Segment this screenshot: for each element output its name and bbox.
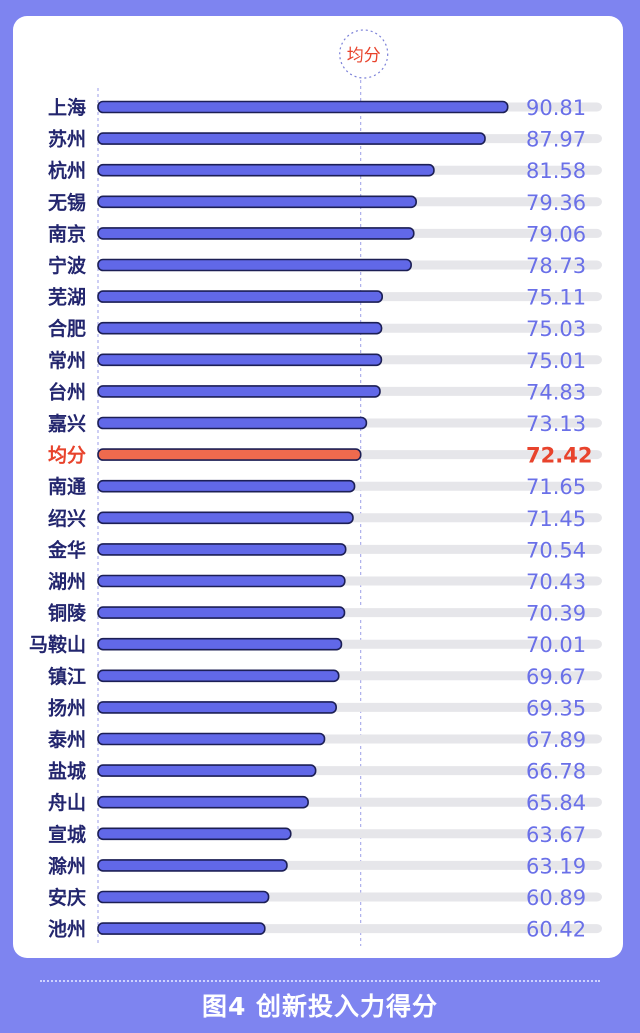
bar [97, 416, 368, 430]
category-label: 宁波 [48, 254, 87, 277]
bar [97, 922, 266, 935]
category-label: 舟山 [48, 791, 86, 814]
category-label: 无锡 [48, 191, 86, 214]
average-marker-label: 均分 [347, 46, 381, 66]
bar [97, 701, 337, 714]
category-label: 合肥 [48, 317, 86, 340]
value-label: 71.65 [526, 475, 586, 499]
value-label: 66.78 [526, 760, 586, 784]
category-label: 马鞍山 [29, 633, 86, 656]
category-label: 铜陵 [48, 602, 87, 625]
category-label: 苏州 [48, 128, 86, 151]
bar [97, 543, 347, 556]
bar [97, 669, 340, 683]
value-label: 90.81 [526, 96, 586, 120]
value-label: 75.11 [526, 286, 586, 310]
value-label: 78.73 [526, 254, 586, 278]
footer-divider [40, 980, 600, 982]
category-label: 宣城 [48, 823, 86, 846]
category-label: 绍兴 [48, 507, 86, 530]
bar [97, 606, 346, 619]
bar [97, 479, 356, 493]
bar [97, 163, 435, 177]
value-label: 60.89 [526, 886, 586, 910]
bar [97, 795, 309, 809]
value-label: 74.83 [526, 380, 586, 404]
category-label: 扬州 [48, 696, 86, 719]
value-label: 75.03 [526, 317, 586, 341]
category-label: 安庆 [48, 886, 86, 909]
category-label: 常州 [48, 349, 86, 372]
value-label: 87.97 [526, 128, 586, 152]
value-label: 75.01 [526, 349, 586, 373]
category-label: 盐城 [48, 760, 86, 783]
value-label: 70.54 [526, 538, 586, 562]
value-label: 79.06 [526, 222, 586, 246]
value-label: 67.89 [526, 728, 586, 752]
bar [97, 574, 346, 588]
average-value-label: 72.42 [526, 444, 592, 468]
category-label: 杭州 [48, 159, 86, 182]
value-label: 60.42 [526, 918, 586, 942]
figure-caption: 图4 创新投入力得分 [201, 992, 439, 1021]
category-label: 芜湖 [48, 286, 86, 309]
category-label: 泰州 [47, 728, 86, 751]
value-label: 79.36 [526, 191, 586, 215]
bar [97, 827, 292, 841]
category-label: 台州 [48, 380, 86, 403]
category-label: 嘉兴 [47, 413, 86, 435]
category-label: 滁州 [48, 854, 86, 877]
bar [97, 195, 417, 209]
value-label: 70.43 [526, 570, 586, 594]
category-label: 镇江 [48, 665, 86, 688]
value-label: 70.39 [526, 602, 586, 626]
bar [97, 890, 270, 904]
bar [97, 132, 486, 145]
bar [97, 100, 509, 114]
value-label: 81.58 [526, 159, 586, 183]
bar [97, 321, 383, 335]
value-label: 70.01 [526, 633, 586, 657]
bar [97, 732, 326, 746]
value-label: 69.67 [526, 665, 586, 689]
bar [97, 385, 381, 398]
value-label: 73.13 [526, 412, 586, 436]
category-label: 金华 [47, 538, 86, 561]
bar [97, 353, 383, 367]
value-label: 63.67 [526, 823, 586, 847]
average-category-label: 均分 [48, 444, 86, 467]
bar [97, 258, 412, 272]
average-marker-circle [339, 29, 389, 79]
category-label: 湖州 [48, 571, 86, 593]
bar [97, 637, 343, 651]
value-label: 65.84 [526, 791, 586, 815]
bar [97, 764, 317, 777]
bar [97, 290, 384, 303]
category-label: 池州 [48, 918, 86, 941]
bar [97, 227, 415, 240]
category-label: 南京 [48, 222, 86, 245]
value-label: 71.45 [526, 507, 586, 531]
value-label: 69.35 [526, 696, 586, 720]
bar [97, 859, 288, 872]
category-label: 南通 [48, 476, 87, 498]
average-bar [97, 448, 362, 461]
bar [97, 511, 354, 525]
value-label: 63.19 [526, 854, 586, 878]
category-label: 上海 [48, 96, 86, 119]
